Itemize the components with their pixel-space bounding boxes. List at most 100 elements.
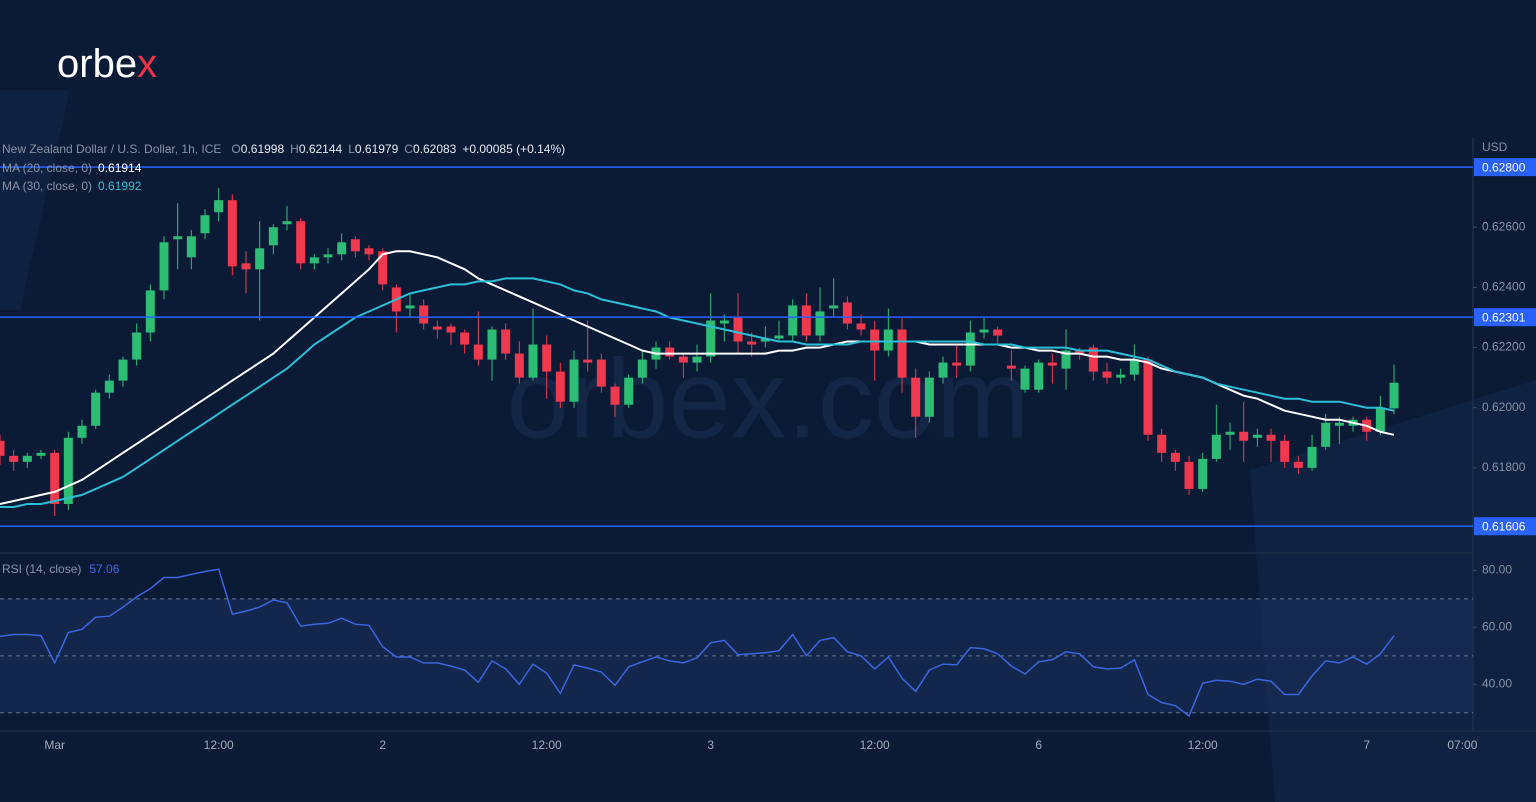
candle-body [145, 290, 155, 333]
x-tick-label: Mar [44, 738, 65, 752]
candle-body [1116, 374, 1126, 378]
price-tag-label: 0.62301 [1482, 310, 1526, 324]
legend-name: MA (20, close, 0) [2, 161, 92, 175]
candle-body [842, 302, 852, 324]
candle-body [815, 311, 825, 336]
candle-body [241, 263, 251, 270]
symbol-title: New Zealand Dollar / U.S. Dollar, 1h, IC… [2, 142, 221, 156]
candle-body [788, 305, 798, 336]
candle-body [378, 251, 388, 285]
candle-body [255, 248, 265, 270]
y-tick-label: 80.00 [1482, 563, 1512, 577]
candle-body [36, 452, 46, 456]
ohlc-letter: C [404, 142, 413, 156]
x-tick-label: 12:00 [1188, 738, 1218, 752]
ohlc-letter: O [231, 142, 240, 156]
indicator-line [0, 568, 1395, 718]
candle-body [214, 200, 224, 213]
x-tick-label: 12:00 [860, 738, 890, 752]
candle-body [747, 341, 757, 345]
candle-body [200, 215, 210, 234]
price-tag [1474, 158, 1536, 177]
candle-body [979, 329, 989, 333]
candle-body [1102, 371, 1112, 378]
axes: 0.62600 0.62400 0.62200 0.62000 0.61800 0.628… [0, 158, 1536, 752]
candle-body [897, 329, 907, 378]
ohlc-value: 0.61998 [241, 142, 285, 156]
candle-body [528, 344, 538, 378]
y-tick-label: 0.62400 [1482, 280, 1526, 294]
candle-body [1211, 434, 1221, 459]
y-tick-label: 60.00 [1482, 620, 1512, 634]
ohlc-letter: H [290, 142, 299, 156]
candle-body [555, 371, 565, 402]
x-tick-label: 6 [1035, 738, 1042, 752]
ohlc-value: 0.62083 [413, 142, 457, 156]
candle-body [1061, 350, 1071, 369]
candle-body [1375, 407, 1385, 432]
candle-body [227, 200, 237, 267]
legend-value: 0.61914 [98, 161, 142, 175]
candle-body [0, 440, 5, 456]
candle-body [952, 362, 962, 366]
brand-accent: x [137, 42, 157, 86]
candle-body [938, 362, 948, 378]
candle-body [1252, 434, 1262, 438]
candle-body [446, 326, 456, 333]
candle-body [323, 254, 333, 258]
candle-body [118, 359, 128, 381]
candle-body [50, 452, 60, 504]
candle-body [350, 239, 360, 252]
candle-body [432, 326, 442, 330]
candle-body [1184, 461, 1194, 489]
candle-body [364, 248, 374, 255]
candle-body [801, 305, 811, 336]
ohlc-value: 0.61979 [355, 142, 399, 156]
candle-body [487, 329, 497, 360]
symbol-legend: New Zealand Dollar / U.S. Dollar, 1h, IC… [2, 142, 565, 156]
candle-body [829, 305, 839, 309]
candle-body [993, 329, 1003, 336]
candle-body [405, 305, 415, 309]
candle-body [1006, 365, 1016, 369]
candle-body [1075, 350, 1085, 354]
candle-body [692, 356, 702, 363]
candle-body [706, 320, 716, 357]
y-tick-label: 0.62600 [1482, 219, 1526, 233]
candle-body [911, 377, 921, 417]
candle-body [1170, 452, 1180, 462]
y-tick-label: 40.00 [1482, 676, 1512, 690]
legend-value: 57.06 [89, 562, 119, 576]
candle-body [9, 455, 19, 462]
candle-body [883, 329, 893, 351]
decor [0, 90, 70, 310]
candle-body [514, 353, 524, 378]
candle-body [132, 332, 142, 360]
candle-body [733, 317, 743, 342]
price-tag-label: 0.61606 [1482, 519, 1526, 533]
candle-body [870, 329, 880, 351]
candle-body [104, 380, 114, 393]
candle-body [337, 242, 347, 255]
candle-body [473, 344, 483, 360]
price-tag [1474, 308, 1536, 327]
candle-body [77, 425, 87, 438]
x-tick-label: 07:00 [1447, 738, 1477, 752]
candle-body [1225, 431, 1235, 435]
candle-body [1389, 382, 1399, 409]
candle-body [678, 356, 688, 363]
candle-body [1321, 422, 1331, 447]
x-tick-label: 2 [379, 738, 386, 752]
candle-body [63, 437, 73, 504]
legend-value: 0.61992 [98, 179, 142, 193]
candle-body [760, 338, 770, 342]
candle-body [268, 227, 278, 246]
candle-body [22, 455, 32, 462]
candle-body [1198, 458, 1208, 489]
candle-body [924, 377, 934, 417]
axis-unit: USD [1482, 140, 1508, 154]
candle-body [569, 359, 579, 402]
ma-legend: MA (20, close, 0) 0.61914 [2, 161, 142, 175]
candle-body [665, 347, 675, 357]
